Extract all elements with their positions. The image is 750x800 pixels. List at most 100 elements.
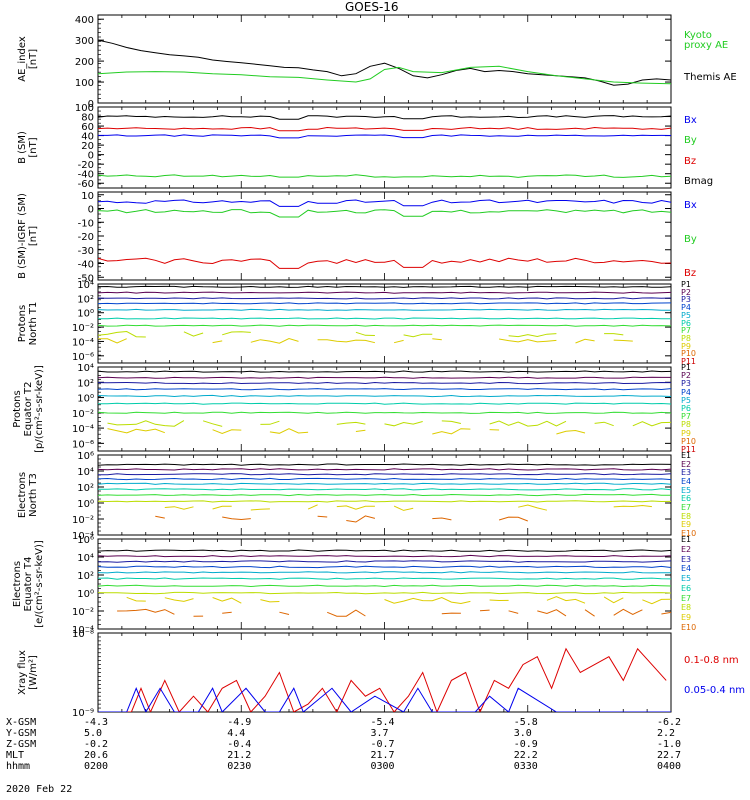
ylabel-line-bsm-1: [nT]	[28, 137, 39, 157]
flux-eet4-E10-10	[613, 608, 643, 616]
flux-pet2-P9-4	[432, 428, 471, 435]
x-row-label-2: Z-GSM	[6, 739, 37, 750]
ytick-label-bsm-0: 100	[75, 103, 94, 114]
ytick-label-bigrf-0: 10	[81, 191, 94, 202]
channel-eet4-1: E2	[681, 544, 692, 554]
flux-pnt1-P8-0	[98, 330, 146, 338]
flux-eet4-E9-3	[260, 599, 280, 603]
flux-ent3-E10-3	[346, 515, 376, 523]
ytick-label-pet2-3: 10⁻²	[72, 409, 94, 420]
ylabel-pet2: ProtonsEquator T2[p/(cm²-s-sr-keV)]	[12, 365, 45, 453]
flux-pnt1-P9-1	[212, 340, 223, 344]
ylabel-pnt1: ProtonsNorth T1	[17, 302, 39, 346]
ylabel-line-xray-0: Xray flux	[17, 650, 28, 695]
ytick-label-pnt1-3: 10⁻²	[72, 323, 94, 334]
ytick-label-ent3-0: 10⁶	[77, 451, 94, 462]
ytick-label-bigrf-2: -10	[78, 218, 94, 229]
channel-pet2-8: P9	[681, 428, 691, 438]
flux-eet4-E10-5	[441, 612, 461, 615]
channel-eet4-2: E3	[681, 554, 692, 564]
ylabel-eet4: ElectronsEquator T4[e/(cm²-s-sr-keV)]	[12, 540, 45, 628]
ytick-label-bigrf-1: 0	[88, 205, 94, 216]
flux-pnt1-P9-2	[250, 337, 299, 344]
flux-pnt1-P9-8	[613, 339, 633, 342]
ylabel-line-pnt1-1: North T1	[28, 302, 39, 346]
channel-pnt1-9: P10	[681, 349, 697, 359]
channel-eet4-9: E10	[681, 623, 697, 632]
ytick-label-bsm-2: 60	[81, 122, 94, 133]
channel-ent3-3: E4	[681, 477, 692, 486]
channel-pnt1-10: P11	[681, 357, 697, 366]
channel-pet2-2: P3	[681, 379, 691, 389]
flux-eet4-E10-11	[661, 611, 671, 615]
ytick-label-pnt1-0: 10⁴	[77, 280, 94, 291]
ylabel-bigrf: B (SM)-IGRF (SM)[nT]	[17, 193, 39, 279]
flux-pet2-P8-6	[489, 420, 567, 427]
flux-eet4-E9-6	[546, 596, 586, 604]
legend-xray-1: 0.05-0.4 nm	[684, 685, 746, 696]
ytick-label-pet2-1: 10²	[77, 378, 94, 389]
channel-pnt1-6: P7	[681, 326, 691, 336]
flux-pnt1-P5-0	[98, 308, 671, 311]
flux-ent3-E9-3	[307, 504, 318, 510]
ylabel-line-xray-1: [W/m²]	[28, 655, 39, 690]
flux-pnt1-P8-6	[604, 333, 624, 336]
series-bsm-1	[98, 126, 671, 132]
flux-ent3-E9-5	[393, 505, 414, 511]
flux-pet2-P8-1	[202, 420, 223, 427]
flux-ent3-E9-1	[212, 505, 232, 510]
channel-eet4-0: E1	[681, 535, 692, 544]
legend-ae-2: Themis AE	[684, 72, 737, 83]
flux-pnt1-P6-0	[98, 317, 671, 320]
flux-pnt1-P8-2	[222, 331, 251, 336]
ytick-label-pet2-5: 10⁻⁶	[72, 439, 94, 450]
x-tick-value-4-2: -1.0	[657, 739, 682, 750]
flux-pet2-P5-0	[98, 394, 671, 398]
flux-pet2-P8-8	[632, 421, 671, 427]
panel-frame-eet4	[97, 538, 672, 630]
flux-ent3-E2-0	[98, 468, 671, 471]
panel-frame-pet2	[97, 366, 672, 452]
flux-eet4-E10-7	[508, 610, 519, 614]
flux-ent3-E10-2	[317, 515, 328, 518]
ylabel-bsm: B (SM)[nT]	[17, 131, 39, 164]
x-tick-value-2-0: -5.4	[370, 717, 395, 728]
flux-ent3-E10-0	[155, 515, 165, 519]
flux-eet4-E10-4	[327, 609, 366, 617]
x-tick-value-4-3: 22.7	[657, 750, 682, 761]
flux-ent3-E10-1	[222, 516, 251, 521]
flux-ent3-E8-0	[98, 500, 671, 503]
panel-frame-ae	[97, 14, 672, 104]
ytick-label-pnt1-4: 10⁻⁴	[72, 337, 94, 348]
channel-pnt1-1: P2	[681, 287, 691, 297]
flux-eet4-E7-0	[98, 584, 671, 588]
flux-eet4-E9-4	[384, 596, 471, 605]
flux-pnt1-P9-7	[575, 338, 595, 344]
flux-pet2-P4-0	[98, 388, 671, 391]
flux-eet4-E9-8	[642, 598, 671, 605]
flux-pet2-P9-3	[355, 429, 366, 432]
ytick-label-bsm-4: 20	[81, 141, 94, 152]
x-tick-value-1-0: -4.9	[227, 717, 252, 728]
flux-ent3-E9-6	[518, 504, 548, 511]
x-row-label-0: X-GSM	[6, 717, 37, 728]
flux-pet2-P1-0	[98, 370, 671, 373]
flux-eet4-E5-0	[98, 571, 671, 574]
ytick-label-eet4-0: 10⁶	[77, 535, 94, 546]
flux-pnt1-P8-5	[508, 333, 557, 338]
panel-frame-xray	[97, 632, 672, 713]
ytick-label-bsm-1: 80	[81, 113, 94, 124]
ytick-label-ent3-4: 10⁻²	[72, 515, 94, 526]
channel-eet4-8: E9	[681, 613, 692, 623]
ytick-label-bigrf-5: -40	[78, 260, 94, 271]
flux-ent3-E9-0	[164, 506, 194, 510]
flux-pnt1-P2-0	[98, 291, 671, 294]
flux-eet4-E10-0	[117, 608, 175, 615]
panel-frame-pnt1	[97, 283, 672, 364]
flux-ent3-E9-2	[250, 508, 270, 511]
ytick-label-bsm-6: -20	[78, 160, 94, 171]
legend-bsm-2: Bz	[684, 155, 697, 167]
ytick-label-eet4-4: 10⁻²	[72, 607, 94, 618]
x-tick-value-4-4: 0400	[657, 761, 682, 772]
ytick-label-xray-0: 10⁻⁸	[72, 629, 94, 640]
